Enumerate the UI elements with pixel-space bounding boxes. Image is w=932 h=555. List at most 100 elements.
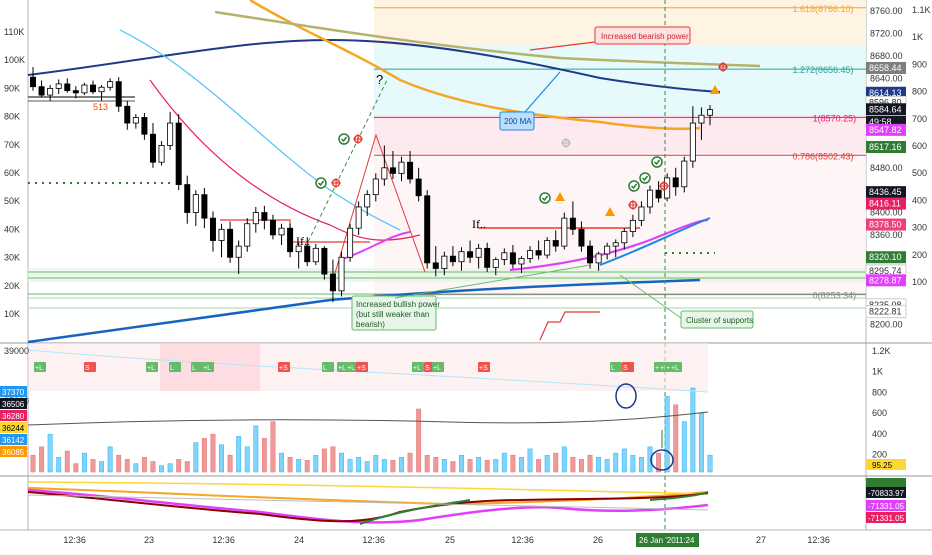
volume-bar xyxy=(261,438,267,473)
signal-tag-label: L xyxy=(192,365,196,372)
candle-body xyxy=(501,252,508,260)
price-badge-label: 8436.45 xyxy=(869,187,902,197)
volume-bar xyxy=(364,461,370,473)
price-badge-label: 49:58 xyxy=(869,117,892,127)
candle-body xyxy=(227,228,234,258)
question-mark: ? xyxy=(376,72,383,87)
volume-bar xyxy=(47,433,53,473)
volume-bar xyxy=(467,459,473,473)
candle-body xyxy=(38,86,45,96)
target-cross xyxy=(628,200,638,210)
volume-bar xyxy=(510,454,516,473)
ma-olive-line xyxy=(214,10,761,68)
candle-body xyxy=(158,145,165,163)
candle-body xyxy=(321,247,328,275)
volume-bar xyxy=(390,459,396,473)
price-badge-label: 8295.74 xyxy=(869,266,902,276)
candle-body xyxy=(149,133,156,163)
time-tick: 24 xyxy=(294,535,304,545)
check-mark xyxy=(340,136,348,143)
candle-body xyxy=(98,86,105,93)
volume-bar xyxy=(536,459,542,473)
signal-tag xyxy=(146,362,158,372)
volume-bar xyxy=(141,457,147,473)
volume-axis-tick: 1K xyxy=(912,32,923,42)
candle-body xyxy=(287,227,294,253)
price-badge xyxy=(865,305,907,319)
left-badge xyxy=(0,446,27,457)
price-tick: 8640.00 xyxy=(870,73,903,83)
osc-axis-tick: 1K xyxy=(872,367,883,377)
volume-axis-tick: 700 xyxy=(912,114,927,124)
price-badge xyxy=(866,141,906,154)
volume-bar xyxy=(184,461,190,473)
osc-value-label: -70833.97 xyxy=(868,489,905,498)
bearish-callout-text: Increased bearish power xyxy=(601,32,689,41)
signal-tag xyxy=(356,362,368,372)
time-tick: 26 xyxy=(593,535,603,545)
volume-axis-tick: 400 xyxy=(912,195,927,205)
volume-bar xyxy=(570,457,576,473)
osc-yellow-line xyxy=(27,481,709,495)
volume-bar xyxy=(56,457,62,473)
volume-bar xyxy=(484,459,490,473)
candle-body xyxy=(407,161,414,180)
volume-bar xyxy=(321,448,327,473)
left-axis-tick: 60K xyxy=(4,168,20,178)
candle-body xyxy=(578,228,585,247)
signal-tag xyxy=(432,362,444,372)
candle-body xyxy=(612,242,619,247)
candle-body xyxy=(552,240,559,247)
price-badge xyxy=(866,103,906,116)
price-badge xyxy=(866,61,906,74)
candle-body xyxy=(261,212,268,221)
bullish-pointer xyxy=(394,264,591,299)
price-badge xyxy=(866,197,906,210)
osc-axis-tick: 600 xyxy=(872,408,887,418)
bullish-callout-line1: Increased bullish power xyxy=(356,300,440,309)
signal-tag-label: +L xyxy=(347,365,355,372)
price-badge xyxy=(866,274,906,287)
candle-body xyxy=(55,83,62,89)
volume-bar xyxy=(690,387,696,473)
signal-tag-label: L xyxy=(170,365,174,372)
price-tick: 8760.00 xyxy=(870,6,903,16)
candle-body xyxy=(107,81,114,88)
warning-icon xyxy=(710,85,720,94)
if-label-1: If.. xyxy=(296,234,310,248)
fib-label: 1.618(8766.10) xyxy=(792,4,853,14)
left-badge xyxy=(0,434,27,445)
price-tick: 8480.00 xyxy=(870,163,903,173)
signal-tag-label: +L xyxy=(433,365,441,372)
volume-bar xyxy=(707,454,713,473)
volume-bar xyxy=(296,459,302,473)
annotations: Increased bearish power 200 MA Increased b… xyxy=(93,26,754,331)
candle-body xyxy=(535,250,542,256)
bullish-callout-line2: (but still weaker than xyxy=(356,310,429,319)
volume-bar xyxy=(287,457,293,473)
fib-label: 1(8570.25) xyxy=(813,113,857,123)
left-badge xyxy=(0,398,27,409)
volume-bar xyxy=(116,454,122,473)
time-tick: 23 xyxy=(144,535,154,545)
candles xyxy=(29,67,714,303)
oscillator-pane: -70833.97 -71331.05 -71331.05 xyxy=(27,478,906,525)
signal-tag xyxy=(610,362,622,372)
check-mark xyxy=(630,183,638,190)
volume-bar xyxy=(107,446,113,473)
candle-body xyxy=(432,262,439,269)
osc-gray-line xyxy=(27,494,709,511)
left-badge xyxy=(0,386,27,397)
price-tick: 8200.00 xyxy=(870,319,903,329)
osc-green-line-2 xyxy=(649,491,709,501)
candle-body xyxy=(115,81,122,107)
price-badge-label: 8596.80 xyxy=(869,97,902,107)
level-513-label: 513 xyxy=(93,102,108,112)
candle-body xyxy=(269,219,276,236)
volume-bar xyxy=(441,459,447,473)
signal-tag-label: +L xyxy=(203,365,211,372)
candle-body xyxy=(621,231,628,244)
check-icon xyxy=(539,192,551,204)
volume-bar xyxy=(596,457,602,473)
